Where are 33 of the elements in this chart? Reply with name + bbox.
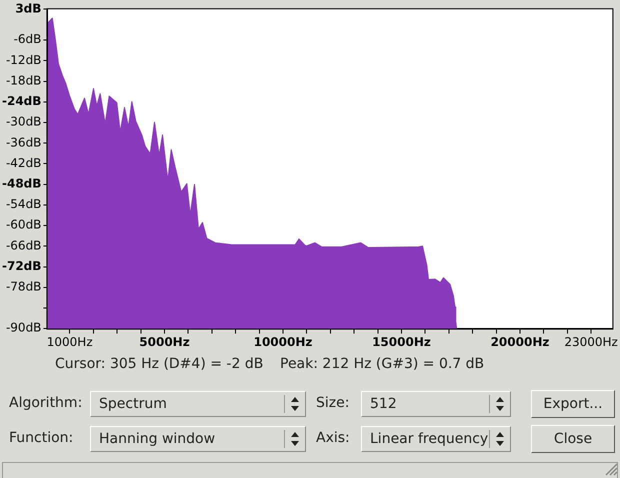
text: Size: (316, 395, 350, 411)
y-tick-label: -42dB (6, 156, 42, 170)
x-tick-label: 23000Hz (564, 334, 618, 349)
y-tick-label: -48dB (2, 176, 42, 190)
text: Spectrum (98, 396, 168, 412)
y-tick-label: -66dB (6, 238, 42, 252)
text: Algorithm: (9, 395, 82, 411)
y-tick-label: -60dB (6, 218, 42, 232)
y-tick-label: -36dB (6, 135, 42, 150)
text: Axis: (316, 430, 350, 446)
x-tick-label: 1000Hz (46, 334, 93, 349)
x-tick-label: 20000Hz (490, 334, 550, 349)
y-tick-label: -78dB (6, 280, 42, 294)
text: Hanning window (98, 431, 216, 447)
y-tick-label: -6dB (14, 32, 42, 46)
text: Export... (531, 390, 615, 418)
y-tick-label: -24dB (2, 94, 42, 108)
x-tick-label: 15000Hz (372, 334, 431, 349)
x-tick-label: 10000Hz (254, 334, 312, 349)
text: Cursor: 305 Hz (D#4) = -2 dB (55, 356, 264, 372)
y-tick-label: -30dB (6, 114, 42, 129)
y-tick-label: -72dB (2, 258, 42, 273)
y-tick-label: -18dB (6, 73, 42, 88)
y-tick-label: -90dB (6, 320, 42, 335)
text: Function: (9, 430, 74, 446)
y-tick-label: 3dB (15, 1, 42, 16)
text: 512 (369, 396, 398, 412)
x-tick-label: 5000Hz (139, 334, 190, 349)
text: Peak: 212 Hz (G#3) = 0.7 dB (280, 356, 484, 372)
y-tick-label: -54dB (6, 197, 42, 212)
text: Close (531, 425, 615, 453)
y-tick-label: -12dB (6, 52, 42, 67)
text: Linear frequency (369, 431, 489, 447)
